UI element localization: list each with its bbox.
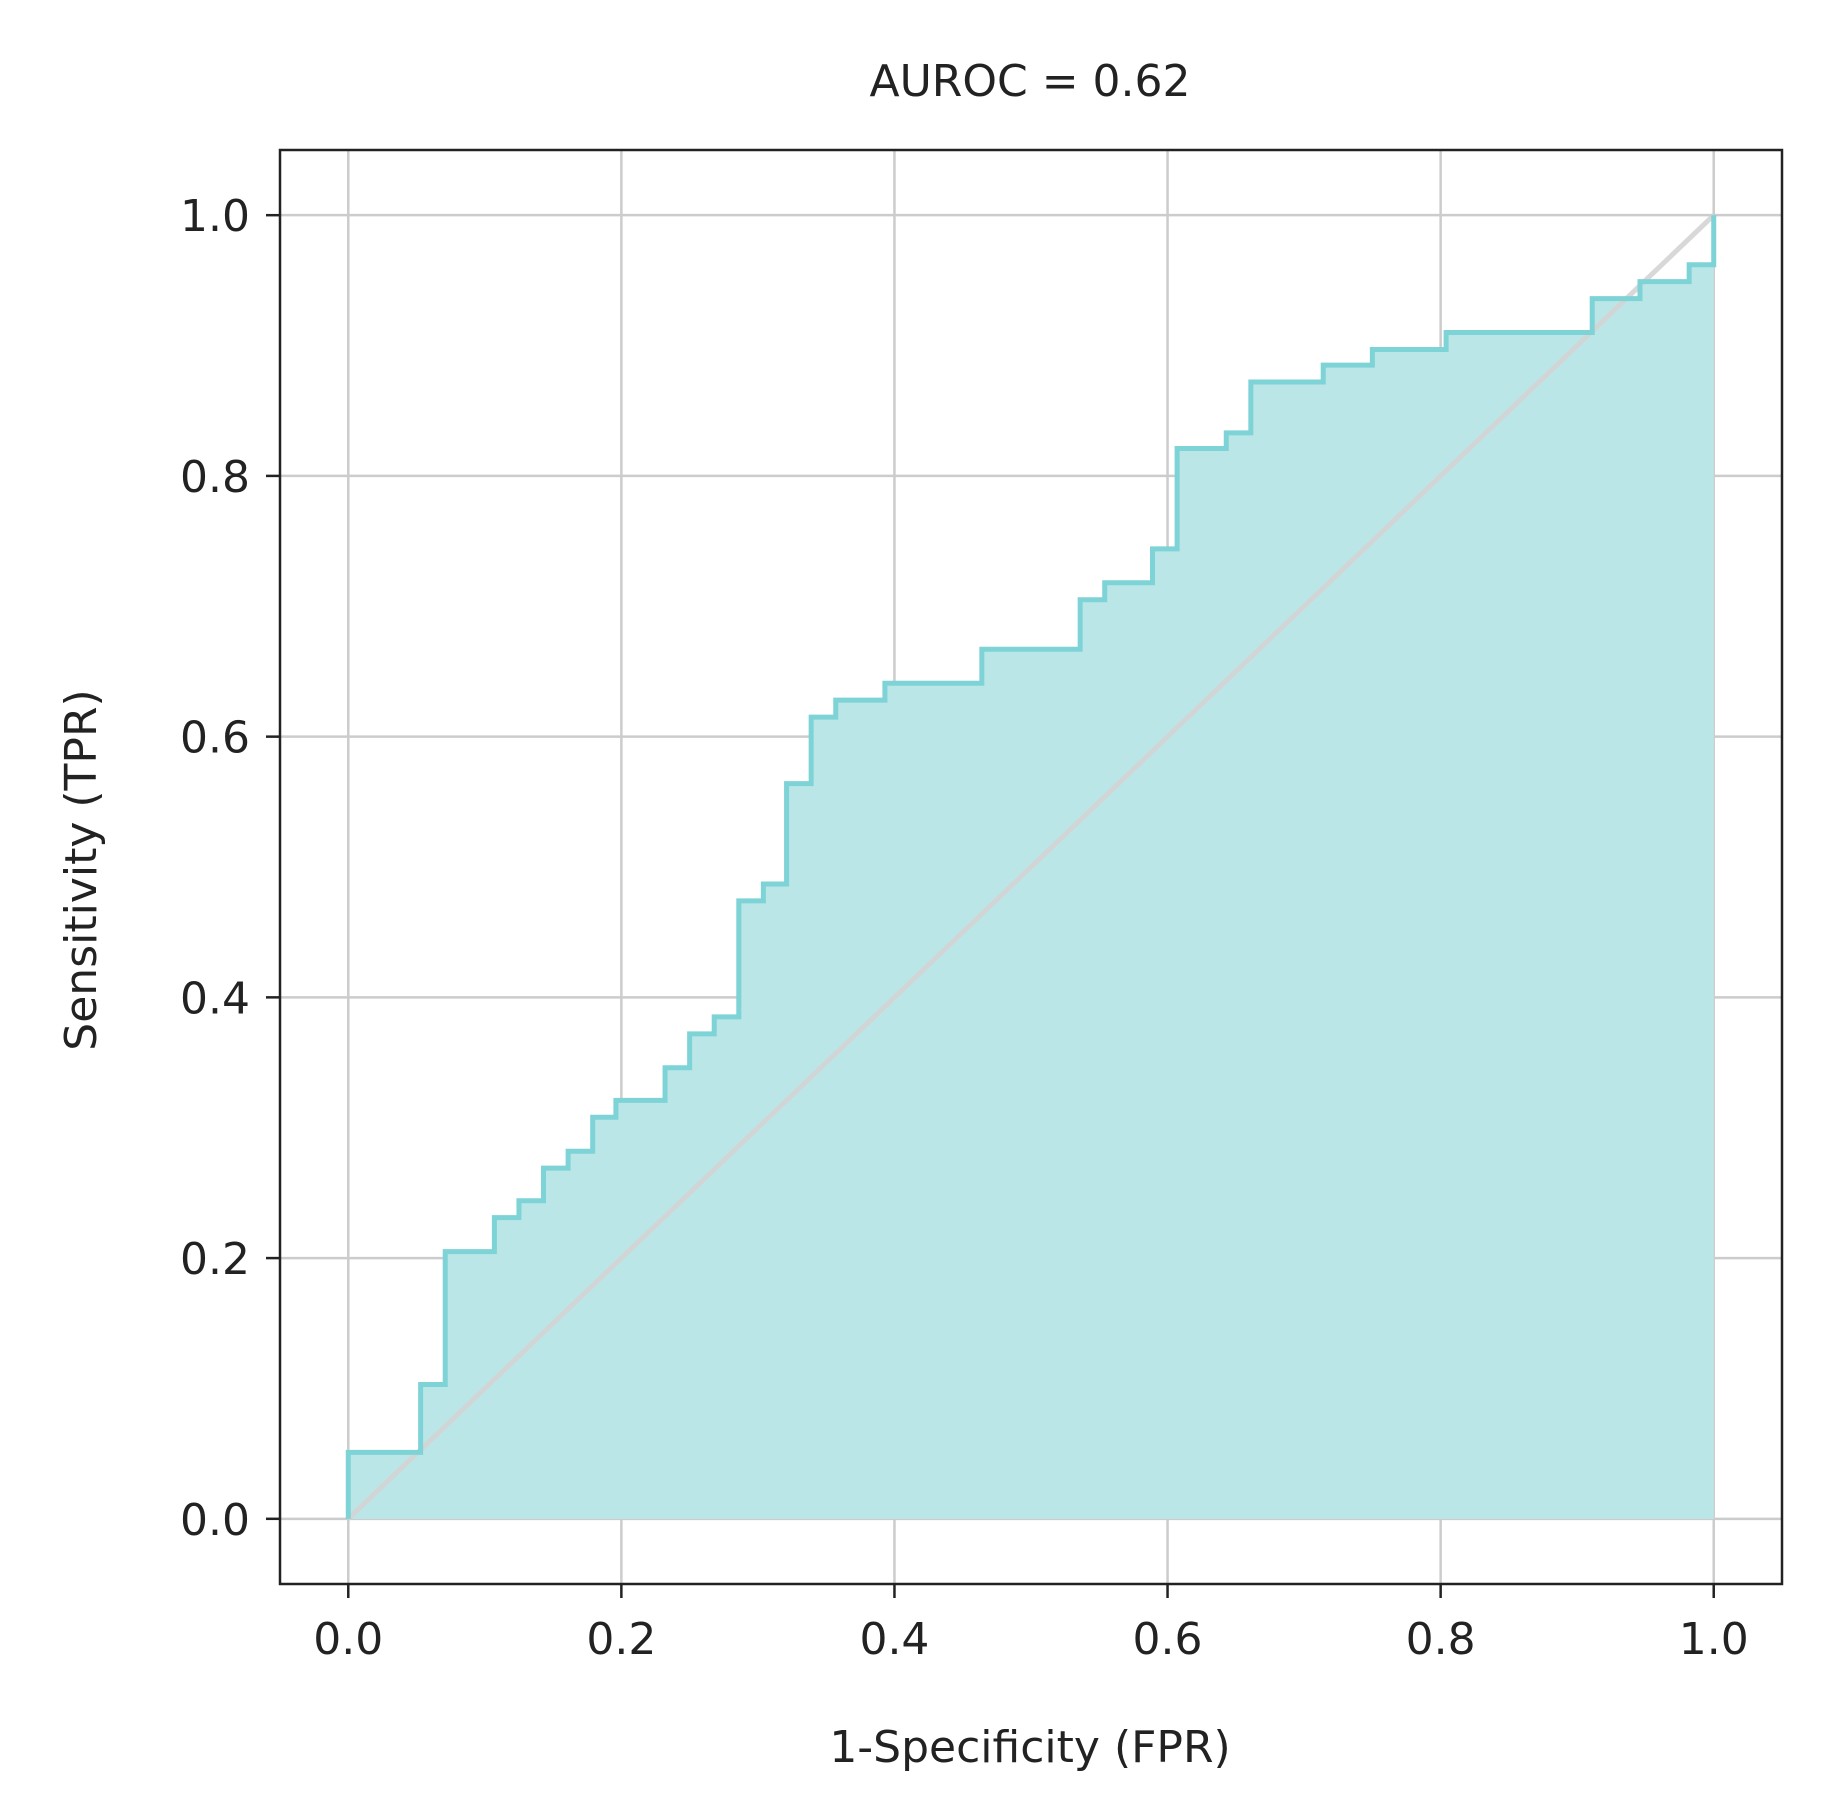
y-tick-label-0: 0.0 [180,1495,250,1546]
y-tick-label-2: 0.4 [180,973,250,1024]
tick-layer: 0.0 0.2 0.4 0.6 0.8 1.0 0.0 0.2 0.4 0.6 0.8 1.0 [180,191,1749,1665]
chance-diagonal-line [346,213,1716,1521]
x-tick-label-3: 0.6 [1133,1614,1203,1665]
roc-curve-line [345,215,1717,1519]
y-tick-label-4: 0.8 [180,452,250,503]
y-axis-label: Sensitivity (TPR) [56,689,107,1050]
x-tick-label-5: 1.0 [1679,1614,1749,1665]
x-axis-label: 1-Specificity (FPR) [829,1722,1230,1773]
y-tick-label-5: 1.0 [180,191,250,242]
y-tick-label-1: 0.2 [180,1234,250,1285]
chart-title: AUROC = 0.62 [869,56,1190,107]
x-tick-label-2: 0.4 [859,1614,929,1665]
y-tick-label-3: 0.6 [180,713,250,764]
plot-frame [278,148,1784,1586]
x-tick-label-0: 0.0 [313,1614,383,1665]
x-tick-label-4: 0.8 [1406,1614,1476,1665]
x-tick-label-1: 0.2 [586,1614,656,1665]
